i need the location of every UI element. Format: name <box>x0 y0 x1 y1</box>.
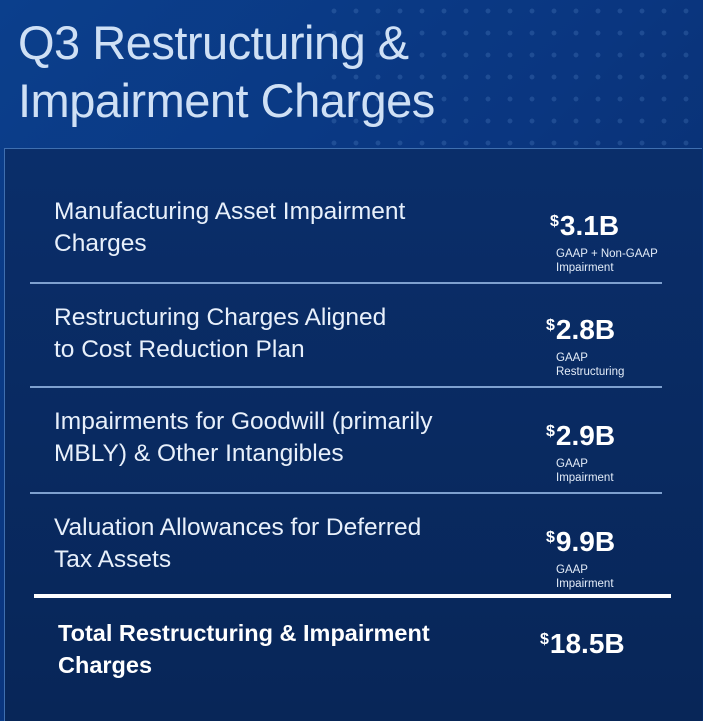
total-amount: $18.5B <box>540 628 625 659</box>
charge-amount: $3.1B <box>550 210 620 241</box>
charges-panel <box>4 148 702 721</box>
charge-row-manufacturing: Manufacturing Asset Impairment Charges $… <box>30 148 662 284</box>
currency-symbol: $ <box>546 529 555 546</box>
charge-label: Restructuring Charges Aligned to Cost Re… <box>54 304 387 363</box>
charge-amount: $9.9B <box>546 526 616 557</box>
decorative-dot-pattern <box>323 0 703 150</box>
currency-symbol: $ <box>546 317 555 334</box>
charge-amount: $2.8B <box>546 314 616 345</box>
page-title: Q3 Restructuring & Impairment Charges <box>18 14 435 130</box>
currency-symbol: $ <box>550 213 559 230</box>
currency-symbol: $ <box>540 631 549 648</box>
charge-label: Manufacturing Asset Impairment Charges <box>54 198 406 257</box>
charge-amount: $2.9B <box>546 420 616 451</box>
charge-type-note: GAAP Restructuring <box>556 352 625 378</box>
total-divider <box>34 594 671 598</box>
currency-symbol: $ <box>546 423 555 440</box>
total-label: Total Restructuring & Impairment Charges <box>58 620 430 678</box>
charge-type-note: GAAP Impairment <box>556 564 614 590</box>
charge-row-restructuring: Restructuring Charges Aligned to Cost Re… <box>30 282 662 388</box>
charge-row-goodwill: Impairments for Goodwill (primarily MBLY… <box>30 386 662 494</box>
charge-type-note: GAAP + Non-GAAP Impairment <box>556 248 658 274</box>
charge-type-note: GAAP Impairment <box>556 458 614 484</box>
charge-row-valuation: Valuation Allowances for Deferred Tax As… <box>30 492 662 592</box>
title-line-2: Impairment Charges <box>18 74 435 127</box>
charge-label: Valuation Allowances for Deferred Tax As… <box>54 514 422 573</box>
charge-label: Impairments for Goodwill (primarily MBLY… <box>54 408 433 467</box>
title-line-1: Q3 Restructuring & <box>18 16 409 69</box>
